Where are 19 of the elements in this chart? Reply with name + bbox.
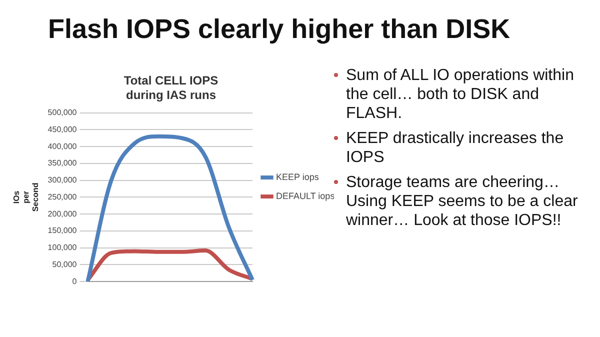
y-tick-label: 300,000 (48, 176, 78, 185)
text: KEEP drastically increases the IOPS (346, 130, 564, 166)
legend-label: DEFAULT iops (276, 190, 336, 201)
y-axis-title: IOs per Second (12, 182, 40, 212)
text: Storage teams are cheering… Using KEEP seems to be a clear winner… Look at those IOPS!! (346, 174, 578, 229)
y-tick-label: 500,000 (48, 108, 78, 118)
y-tick-label: 100,000 (48, 243, 78, 252)
chart-subtitle: Total CELL IOPS during IAS runs (124, 74, 218, 102)
text: Sum of ALL IO operations within the cell… both to DISK and FLASH. (346, 67, 574, 122)
y-tick-label: 350,000 (48, 158, 78, 168)
y-tick-label: 250,000 (48, 192, 78, 202)
chart-title: Flash IOPS clearly higher than DISK (48, 14, 510, 45)
y-tick-label: 0 (72, 276, 78, 286)
y-tick-label: 150,000 (48, 226, 78, 236)
y-tick-label: 450,000 (48, 124, 78, 134)
y-tick-label: 200,000 (48, 209, 78, 218)
y-tick-label: 50,000 (52, 260, 78, 269)
legend-label: KEEP iops (276, 172, 320, 182)
y-tick-label: 400,000 (48, 142, 78, 151)
